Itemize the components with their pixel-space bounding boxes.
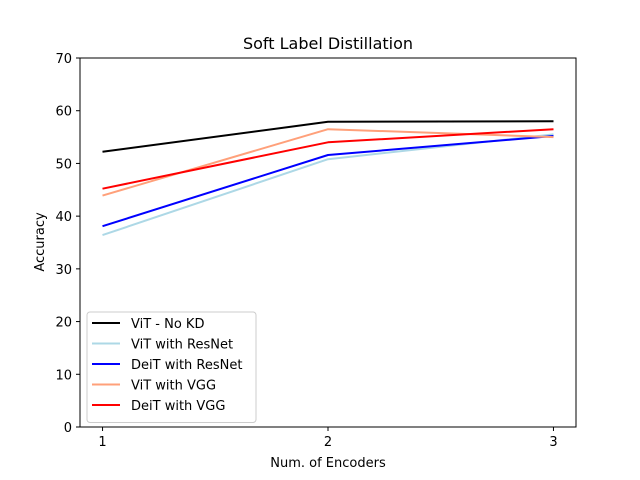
legend-label: ViT with VGG <box>131 379 216 394</box>
x-tick-label: 3 <box>549 435 557 450</box>
y-tick-label: 40 <box>55 210 72 225</box>
legend-label: DeiT with VGG <box>131 399 225 414</box>
y-tick-label: 60 <box>55 105 72 120</box>
x-tick-label: 2 <box>324 435 332 450</box>
x-axis: 1 2 3 <box>98 427 558 450</box>
y-tick-label: 50 <box>55 157 72 172</box>
y-tick-label: 10 <box>55 368 72 383</box>
x-axis-title: Num. of Encoders <box>270 456 386 471</box>
legend-box <box>86 311 257 423</box>
y-tick-label: 30 <box>55 263 72 278</box>
x-tick-label: 1 <box>98 435 106 450</box>
y-tick-label: 0 <box>64 421 72 436</box>
legend-label: ViT with ResNet <box>131 338 233 353</box>
series-line-1 <box>102 120 554 153</box>
legend: ViT - No KD ViT with ResNet DeiT with ResN… <box>86 311 257 423</box>
series-line-3 <box>102 135 554 228</box>
series-line-5 <box>102 128 554 190</box>
y-tick-label: 70 <box>55 52 72 67</box>
y-axis-title: Accuracy <box>33 212 48 272</box>
y-axis: 0 10 20 30 40 50 60 70 <box>55 52 80 436</box>
plot-lines <box>102 120 554 237</box>
legend-label: ViT - No KD <box>131 317 204 332</box>
y-tick-label: 20 <box>55 316 72 331</box>
legend-label: DeiT with ResNet <box>131 358 242 373</box>
chart-title: Soft Label Distillation <box>243 34 413 53</box>
